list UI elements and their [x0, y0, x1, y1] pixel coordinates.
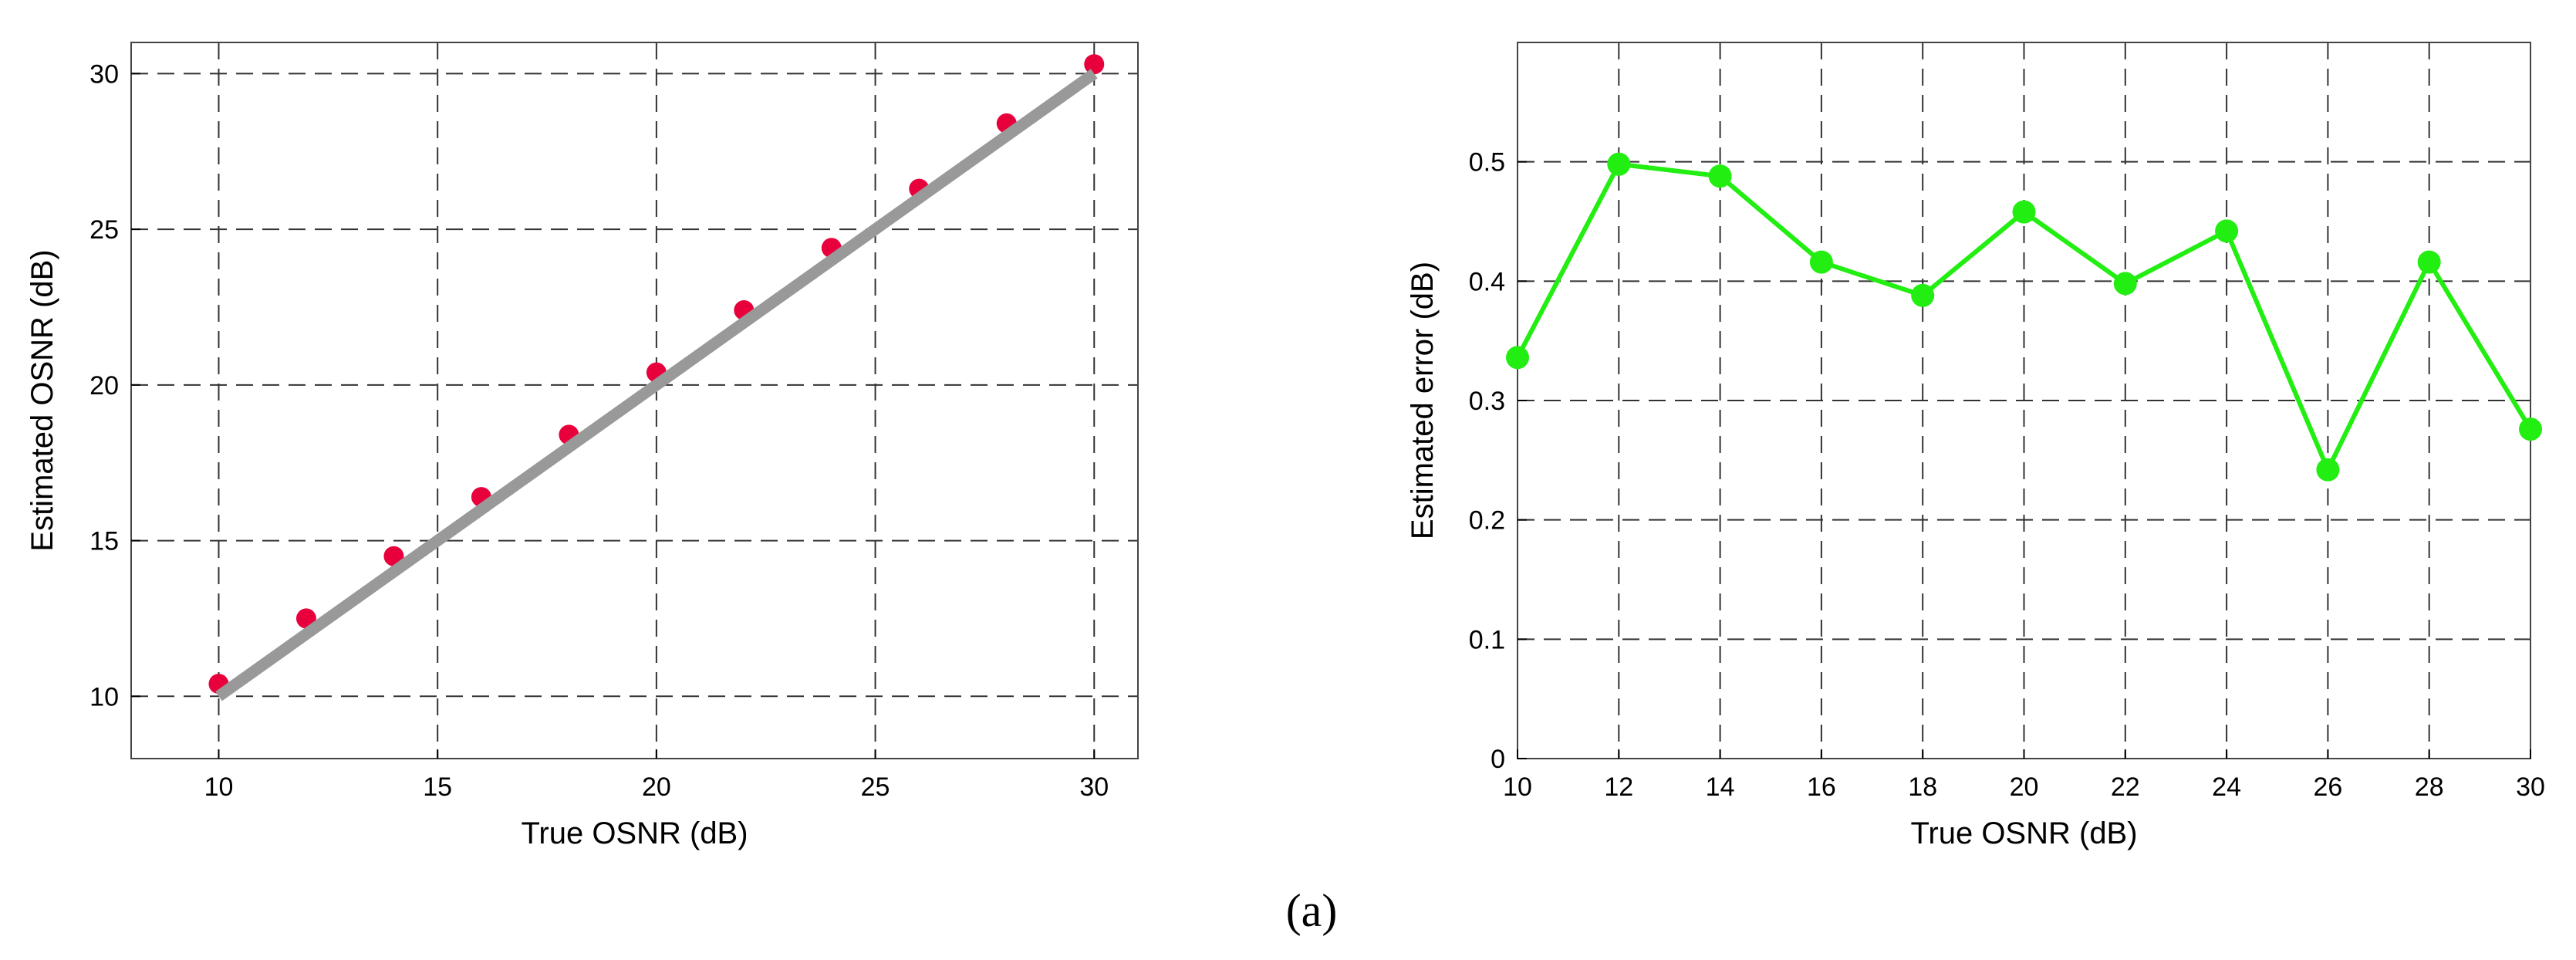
- data-point: [1084, 54, 1105, 75]
- data-point: [1607, 152, 1631, 176]
- data-point: [1506, 346, 1529, 370]
- y-tick-label: 0.4: [1469, 267, 1505, 296]
- estimation-error-chart: 10 12 14 16 18 20 22 24 26 28 30 0 0.1 0.2 0.3 0.4 0.5 Tr…: [1406, 42, 2545, 850]
- x-tick-label: 15: [423, 772, 452, 802]
- y-tick-label: 0: [1491, 745, 1505, 774]
- x-axis-label: True OSNR (dB): [1910, 816, 2137, 850]
- x-tick-label: 22: [2111, 772, 2140, 802]
- y-tick-label: 0.3: [1469, 387, 1505, 416]
- data-point: [1708, 164, 1732, 188]
- x-tick-label: 30: [2516, 772, 2545, 802]
- data-point: [2519, 417, 2542, 441]
- x-tick-label: 24: [2212, 772, 2241, 802]
- x-tick-label: 30: [1079, 772, 1109, 802]
- y-tick-label: 0.5: [1469, 148, 1505, 177]
- x-tick-label: 25: [861, 772, 890, 802]
- x-tick-label: 20: [2010, 772, 2039, 802]
- x-tick-label: 28: [2415, 772, 2444, 802]
- data-point: [2215, 219, 2239, 243]
- y-tick-label: 15: [89, 527, 119, 556]
- data-point: [1911, 283, 1935, 307]
- x-tick-label: 14: [1706, 772, 1735, 802]
- figure-caption: (a): [1286, 885, 1338, 936]
- data-point: [2113, 272, 2137, 296]
- data-point: [2316, 458, 2340, 482]
- y-tick-label: 30: [89, 59, 119, 89]
- x-tick-label: 18: [1908, 772, 1937, 802]
- y-tick-label: 0.2: [1469, 506, 1505, 536]
- data-point: [1809, 250, 1833, 274]
- x-tick-label: 10: [1503, 772, 1532, 802]
- data-point: [2012, 200, 2036, 224]
- data-point: [2417, 250, 2441, 274]
- x-tick-label: 26: [2313, 772, 2342, 802]
- x-tick-label: 12: [1604, 772, 1633, 802]
- y-axis-label: Estimated OSNR (dB): [25, 249, 59, 551]
- reference-line: [215, 69, 1098, 701]
- x-axis-label: True OSNR (dB): [521, 816, 748, 850]
- y-axis-label: Estimated error (dB): [1406, 262, 1440, 539]
- y-tick-label: 0.1: [1469, 625, 1505, 654]
- plot-frame: [130, 42, 1139, 759]
- x-tick-label: 20: [642, 772, 671, 802]
- y-tick-label: 25: [89, 215, 119, 245]
- x-tick-label: 16: [1807, 772, 1836, 802]
- x-tick-label: 10: [204, 772, 234, 802]
- y-tick-label: 10: [89, 682, 119, 712]
- y-tick-label: 20: [89, 371, 119, 401]
- osnr-estimation-chart: 10 15 20 25 30 10 15 20 25 30 True OSNR (dB) Estima…: [25, 42, 1139, 850]
